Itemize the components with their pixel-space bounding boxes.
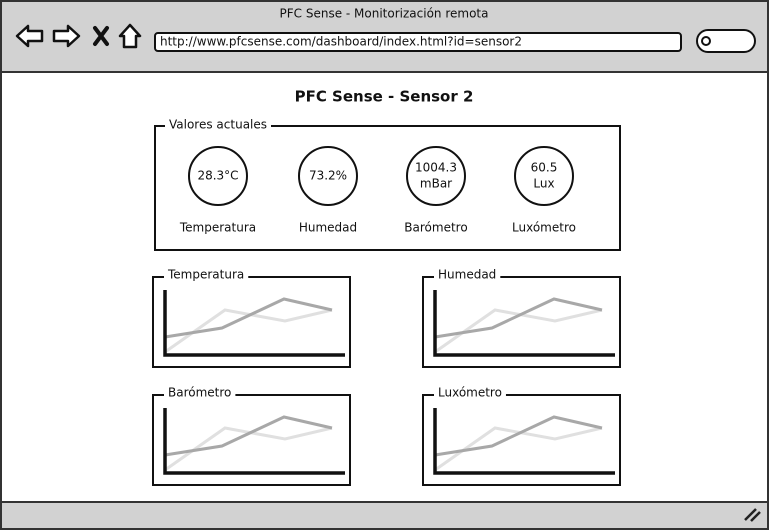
gauge-value: mBar bbox=[420, 177, 452, 191]
forward-button[interactable] bbox=[52, 24, 81, 48]
panel-title: Luxómetro bbox=[438, 386, 502, 400]
panel-title-bg bbox=[434, 269, 501, 282]
panel-title: Humedad bbox=[438, 268, 496, 282]
url-text: http://www.pfcsense.com/dashboard/index.… bbox=[160, 35, 522, 49]
chart-axes bbox=[433, 290, 615, 357]
gauge-label: Temperatura bbox=[179, 221, 256, 235]
panel-title: Barómetro bbox=[168, 386, 231, 400]
chart-line-dark bbox=[164, 415, 333, 457]
gauge-value: 60.5 bbox=[531, 161, 558, 175]
chart-axes bbox=[163, 408, 345, 475]
chart-panel bbox=[152, 276, 351, 368]
panel-title-bg bbox=[164, 387, 236, 400]
gauge-label: Humedad bbox=[299, 221, 357, 235]
search-icon bbox=[701, 36, 711, 46]
values-fieldset bbox=[154, 125, 621, 251]
back-button[interactable] bbox=[15, 24, 44, 48]
panel-title-bg bbox=[434, 387, 506, 400]
chart-line-dark bbox=[164, 297, 333, 339]
chart-line-dark bbox=[434, 297, 603, 339]
page-title: PFC Sense - Sensor 2 bbox=[295, 88, 474, 106]
search-field[interactable] bbox=[696, 29, 756, 53]
panels: Temperatura Humedad Barómetro Luxómetro bbox=[152, 268, 621, 486]
window-title: PFC Sense - Monitorización remota bbox=[280, 7, 489, 21]
legend-bg bbox=[165, 118, 271, 132]
gauge-circle bbox=[298, 146, 358, 206]
gauge-circle bbox=[188, 146, 248, 206]
gauge-value: Lux bbox=[533, 177, 554, 191]
panel-title-bg bbox=[164, 269, 249, 282]
status-bar bbox=[0, 501, 769, 530]
chart-panel bbox=[152, 394, 351, 486]
gauge-circle bbox=[406, 146, 466, 206]
gauge-value: 73.2% bbox=[309, 169, 347, 183]
gauge-value: 28.3°C bbox=[197, 169, 238, 183]
chart-line-dark bbox=[434, 415, 603, 457]
home-button[interactable] bbox=[118, 23, 142, 49]
gauge-value: 1004.3 bbox=[415, 161, 457, 175]
fieldset-legend: Valores actuales bbox=[169, 118, 267, 132]
resize-grip bbox=[744, 508, 761, 522]
chart-panel bbox=[422, 276, 621, 368]
gauge-label: Barómetro bbox=[404, 221, 467, 235]
chart-panel bbox=[422, 394, 621, 486]
stop-button[interactable] bbox=[93, 26, 109, 46]
gauge-circle bbox=[514, 146, 574, 206]
gauge-label: Luxómetro bbox=[512, 221, 576, 235]
chart-axes bbox=[163, 290, 345, 357]
gauges: 28.3°C Temperatura 73.2% Humedad 1004.3 mBar B… bbox=[179, 146, 576, 235]
chart-axes bbox=[433, 408, 615, 475]
panel-title: Temperatura bbox=[167, 268, 244, 282]
url-field[interactable] bbox=[154, 32, 682, 52]
